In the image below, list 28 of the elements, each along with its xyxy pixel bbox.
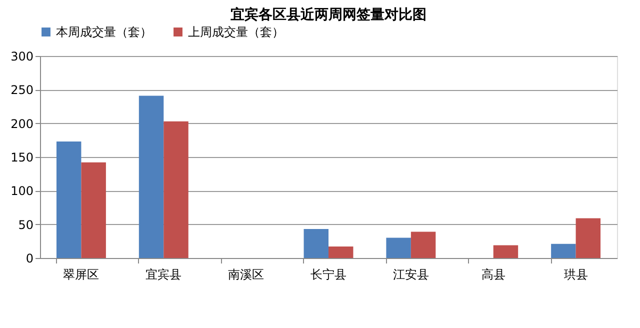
bar xyxy=(551,244,576,258)
bar xyxy=(138,96,164,258)
x-tick-label: 翠屏区 xyxy=(63,268,100,282)
y-tick-label: 250 xyxy=(10,83,34,98)
x-tick-label: 南溪区 xyxy=(228,268,264,282)
bar xyxy=(493,245,518,258)
x-tick-label: 长宁县 xyxy=(310,268,346,282)
legend-label: 上周成交量（套） xyxy=(188,25,284,39)
y-tick-label: 150 xyxy=(10,150,34,164)
bar xyxy=(56,142,82,258)
x-tick-label: 宜宾县 xyxy=(146,268,182,282)
bar xyxy=(81,162,106,258)
x-tick-label: 高县 xyxy=(481,268,506,282)
y-tick-label: 0 xyxy=(26,252,34,266)
legend-label: 本周成交量（套） xyxy=(56,25,152,39)
y-tick-label: 100 xyxy=(10,184,34,198)
y-tick-label: 50 xyxy=(18,218,34,232)
bar xyxy=(328,246,354,258)
bar xyxy=(410,232,436,258)
bar xyxy=(386,238,411,258)
bar xyxy=(164,121,188,258)
y-tick-label: 200 xyxy=(10,116,34,131)
bar xyxy=(576,218,601,258)
x-tick-label: 江安县 xyxy=(392,268,429,282)
chart-title: 宜宾各区县近两周网签量对比图 xyxy=(230,6,426,23)
y-tick-label: 300 xyxy=(10,50,34,64)
bar xyxy=(304,229,328,258)
x-tick-label: 珙县 xyxy=(564,268,588,282)
